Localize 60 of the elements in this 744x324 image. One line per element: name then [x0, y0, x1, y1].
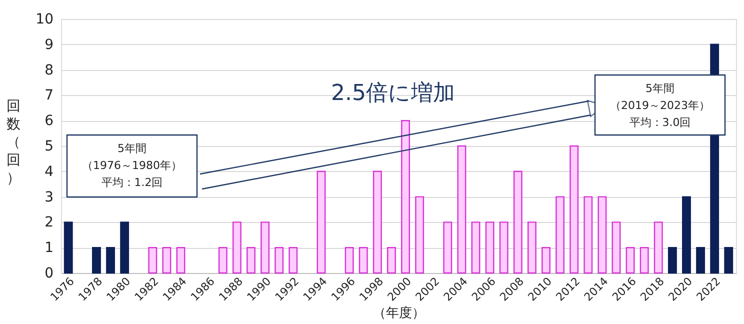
bar: [598, 196, 607, 274]
bar: [443, 222, 452, 274]
y-tick-label: 4: [44, 164, 54, 180]
bar: [274, 247, 284, 274]
bar: [387, 247, 396, 274]
bar: [612, 222, 621, 274]
y-tick-label: 0: [44, 266, 54, 282]
annotation: 5年間: [646, 82, 674, 95]
bar: [654, 222, 663, 274]
bar: [162, 247, 172, 274]
bar: [372, 170, 382, 274]
y-tick-label: 8: [44, 62, 54, 78]
bar: [457, 145, 466, 274]
bar: [527, 222, 536, 274]
annotation: 5年間: [118, 142, 146, 155]
annotation: 平均：3.0回: [629, 116, 691, 129]
bar: [120, 222, 130, 274]
bar: [584, 196, 593, 274]
bar: [344, 247, 354, 274]
annotation: 2.5倍に増加: [331, 81, 455, 106]
bar: [471, 222, 480, 274]
bar: [64, 222, 73, 274]
y-tick-label: 10: [36, 12, 54, 28]
bar: [724, 247, 734, 274]
bar: [316, 170, 326, 274]
bar: [640, 247, 649, 274]
bar: [401, 120, 410, 274]
bar: [570, 145, 579, 274]
bar: [176, 247, 186, 274]
bar: [626, 247, 635, 274]
bar: [556, 196, 565, 274]
y-tick-label: 2: [44, 214, 54, 231]
bar: [92, 247, 101, 274]
x-axis-title: （年度）: [373, 305, 425, 322]
annotation: （2019～2023年）: [610, 99, 710, 112]
y-tick-label: 7: [44, 88, 54, 104]
y-tick-label: 5: [44, 138, 54, 154]
bar: [218, 247, 228, 274]
bar: [246, 247, 256, 274]
annotation: 平均：1.2回: [101, 176, 163, 189]
bar: [542, 247, 550, 274]
bar: [485, 222, 494, 274]
y-axis-title: 回数（回）: [6, 98, 20, 186]
bar: [682, 196, 691, 274]
bar: [415, 196, 424, 274]
bar: [148, 247, 158, 274]
y-tick-label: 6: [44, 113, 54, 130]
bar: [668, 247, 677, 274]
bar: [232, 222, 242, 274]
y-tick-label: 9: [44, 36, 54, 53]
bar: [260, 222, 270, 274]
bar: [106, 247, 115, 274]
bar: [358, 247, 368, 274]
bar: [499, 222, 508, 274]
y-tick-label: 1: [44, 240, 54, 256]
y-tick-label: 3: [44, 189, 54, 206]
bar: [696, 247, 705, 274]
bar: [513, 170, 522, 274]
annotation: （1976～1980年）: [82, 159, 182, 172]
bar: [288, 247, 298, 274]
